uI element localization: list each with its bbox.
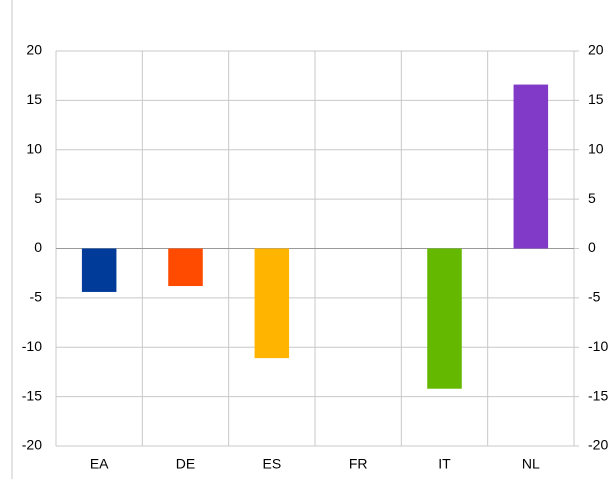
y2-tick-label: 20 xyxy=(588,42,604,58)
y2-tick-label: 15 xyxy=(588,91,604,107)
bar xyxy=(513,84,549,249)
y-tick-label: 10 xyxy=(26,140,42,156)
y2-tick-label: -10 xyxy=(588,338,608,354)
y2-tick-label: 0 xyxy=(588,239,596,255)
x-tick-label: NL xyxy=(522,456,540,472)
y-tick-label: 0 xyxy=(34,239,42,255)
x-tick-label: ES xyxy=(262,456,281,472)
y-tick-label: -5 xyxy=(30,289,43,305)
y2-tick-label: -5 xyxy=(588,289,601,305)
x-tick-label: FR xyxy=(349,456,368,472)
y-tick-label: -10 xyxy=(22,338,42,354)
bar xyxy=(168,248,203,287)
y-tick-label: 5 xyxy=(34,190,42,206)
bar xyxy=(427,248,462,389)
x-tick-label: IT xyxy=(438,456,451,472)
x-tick-label: EA xyxy=(90,456,109,472)
y-tick-label: -20 xyxy=(22,437,42,453)
y-tick-label: 20 xyxy=(26,42,42,58)
y2-tick-label: 5 xyxy=(588,190,596,206)
y2-tick-label: -20 xyxy=(588,437,608,453)
y2-tick-label: -15 xyxy=(588,387,608,403)
bar xyxy=(81,248,117,292)
y-tick-label: -15 xyxy=(22,387,42,403)
x-tick-label: DE xyxy=(176,456,195,472)
y-tick-label: 15 xyxy=(26,91,42,107)
bar xyxy=(254,248,290,359)
y2-tick-label: 10 xyxy=(588,140,604,156)
